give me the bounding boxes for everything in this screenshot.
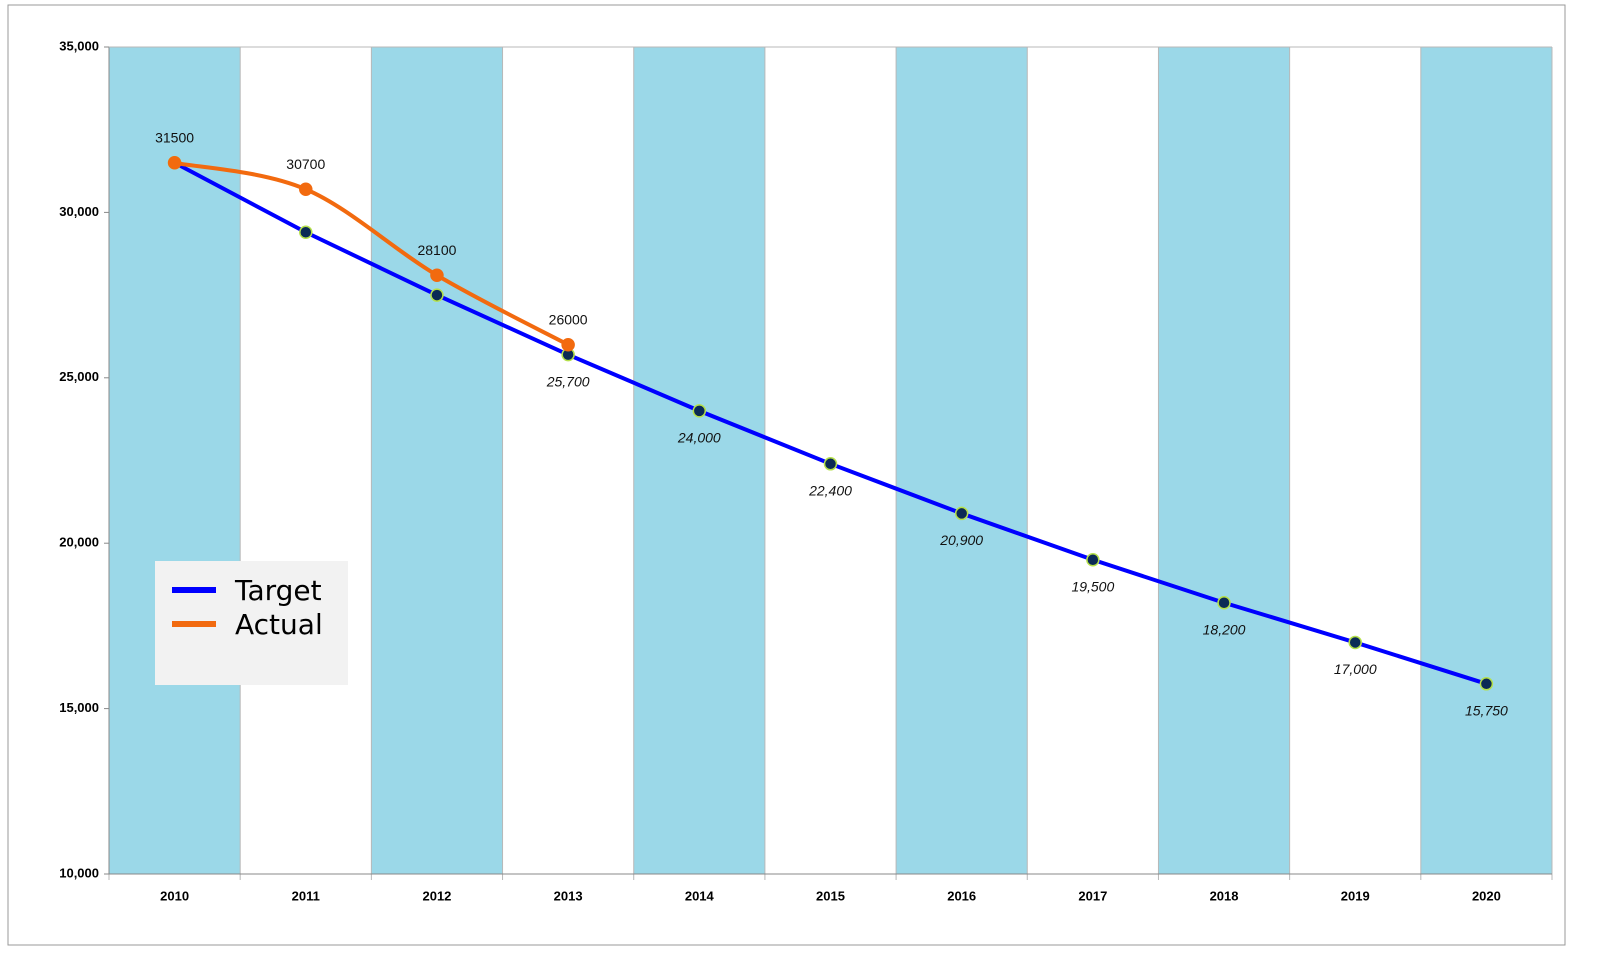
y-tick-label: 30,000	[59, 204, 99, 219]
data-point	[299, 182, 313, 196]
data-label: 25,700	[546, 373, 590, 389]
data-point	[167, 156, 182, 170]
series-line	[174, 160, 570, 347]
category-band	[633, 47, 765, 874]
x-tick-label: 2018	[1210, 888, 1239, 903]
data-label: 26000	[549, 311, 588, 327]
data-label: 20,900	[939, 532, 983, 548]
x-tick-label: 2014	[685, 888, 715, 903]
x-tick-label: 2017	[1078, 888, 1107, 903]
y-tick-label: 25,000	[59, 369, 99, 384]
category-band	[1027, 47, 1159, 874]
data-label: 22,400	[808, 483, 852, 499]
data-point	[954, 506, 969, 521]
y-tick-label: 10,000	[59, 865, 99, 880]
category-band	[896, 47, 1028, 874]
data-label: 24,000	[677, 430, 721, 446]
y-tick-label: 35,000	[59, 38, 99, 53]
category-band	[1158, 47, 1290, 874]
category-band	[371, 47, 503, 874]
x-tick-label: 2019	[1341, 888, 1370, 903]
data-label: 15,750	[1465, 702, 1508, 718]
data-label: 17,000	[1334, 661, 1377, 677]
data-label: 19,500	[1071, 578, 1114, 594]
data-point	[561, 337, 575, 352]
category-band	[1289, 47, 1421, 874]
x-tick-label: 2016	[947, 888, 976, 903]
data-point	[1479, 677, 1494, 691]
y-tick-label: 15,000	[59, 700, 99, 715]
x-tick-label: 2010	[160, 888, 189, 903]
data-point	[430, 268, 444, 283]
data-point	[823, 457, 838, 471]
x-tick-label: 2013	[554, 888, 583, 903]
data-point	[1086, 552, 1100, 567]
legend-label: Target	[234, 574, 322, 607]
legend-label: Actual	[235, 608, 323, 641]
category-band	[502, 47, 634, 874]
data-label: 30700	[286, 156, 325, 172]
data-point	[299, 225, 313, 239]
data-point	[430, 288, 444, 302]
y-tick-label: 20,000	[59, 535, 99, 550]
data-label: 31500	[155, 129, 194, 145]
data-point	[692, 404, 707, 418]
x-tick-label: 2020	[1472, 888, 1501, 903]
category-band	[1420, 47, 1552, 874]
data-point	[1217, 595, 1231, 610]
x-tick-label: 2015	[816, 888, 845, 903]
data-point	[1348, 635, 1362, 650]
data-label: 28100	[417, 242, 456, 258]
data-label: 18,200	[1203, 621, 1246, 637]
x-tick-label: 2011	[292, 888, 320, 903]
x-tick-label: 2012	[422, 888, 451, 903]
